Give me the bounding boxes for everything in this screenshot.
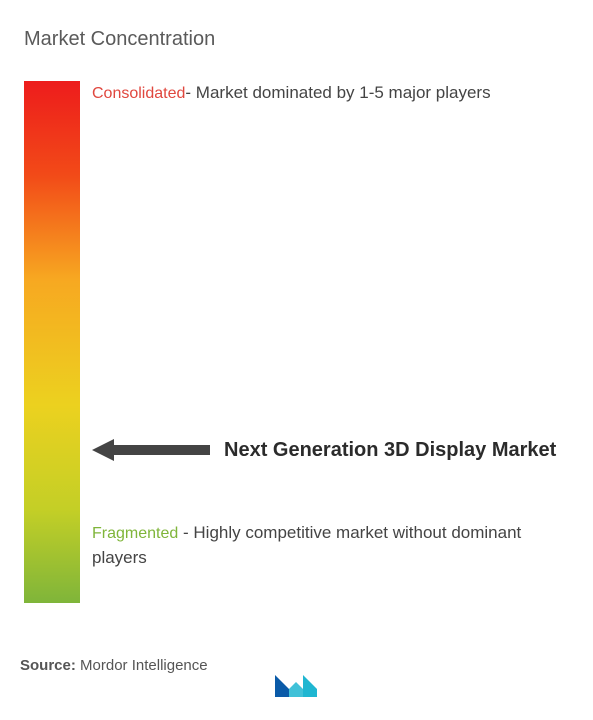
logo-right-bar (303, 675, 317, 697)
mordor-logo (269, 671, 325, 706)
arrow-left-icon (92, 437, 210, 463)
consolidated-desc: - Market dominated by 1-5 major players (185, 83, 490, 102)
fragmented-keyword: Fragmented (92, 525, 178, 542)
consolidated-keyword: Consolidated (92, 85, 185, 102)
labels-column: Consolidated- Market dominated by 1-5 ma… (80, 81, 573, 603)
market-name-label: Next Generation 3D Display Market (224, 439, 556, 462)
fragmented-label: Fragmented - Highly competitive market w… (92, 521, 573, 570)
source-attribution: Source: Mordor Intelligence (20, 657, 208, 674)
logo-icon (269, 671, 325, 701)
logo-mid-bar (289, 682, 303, 697)
page-title: Market Concentration (24, 28, 573, 51)
logo-left-bar (275, 675, 289, 697)
concentration-gradient-bar (24, 81, 80, 603)
arrow-shaft (112, 445, 210, 455)
source-value: Mordor Intelligence (80, 657, 208, 674)
arrow-head (92, 439, 114, 461)
concentration-content: Consolidated- Market dominated by 1-5 ma… (20, 81, 573, 603)
consolidated-label: Consolidated- Market dominated by 1-5 ma… (92, 81, 573, 106)
source-label: Source: (20, 657, 76, 674)
market-marker: Next Generation 3D Display Market (92, 437, 556, 463)
